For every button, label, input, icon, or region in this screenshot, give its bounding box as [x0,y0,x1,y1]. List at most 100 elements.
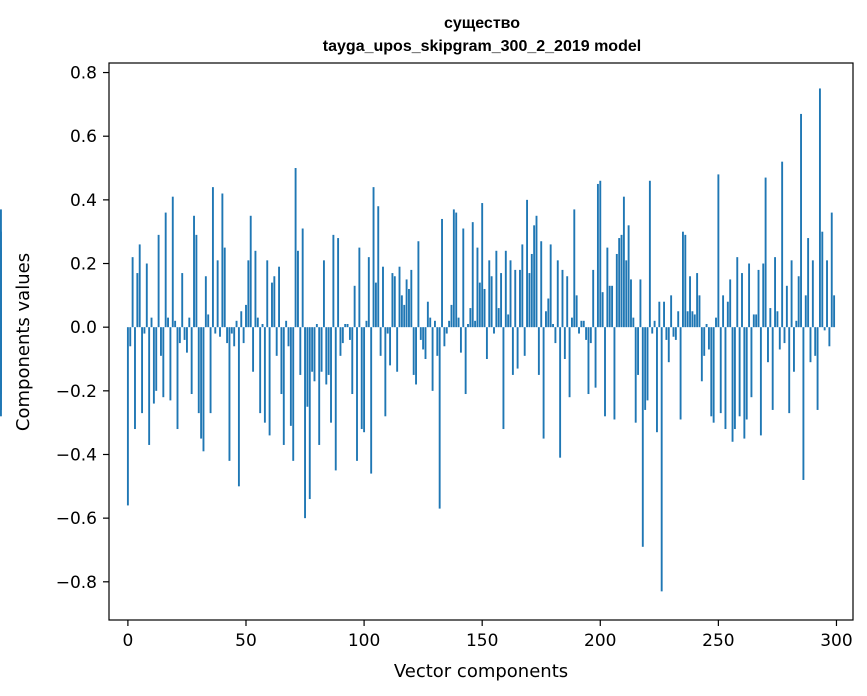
bar-280 [788,327,791,414]
bar-73 [299,327,302,375]
bar-136 [448,320,451,328]
bar-80 [315,323,318,328]
bar-9 [148,327,151,445]
bar-77 [308,327,311,500]
bar-83 [322,260,325,328]
bar-50 [245,304,247,328]
bar-139 [455,212,458,328]
bar-217 [639,279,642,328]
bar-172 [533,225,536,328]
bar-166 [519,269,521,328]
bar-151 [483,288,486,328]
bar-202 [604,327,606,417]
bar-2 [131,257,134,328]
bar-211 [625,260,628,328]
bar-153 [488,260,491,328]
bar-6 [141,327,144,414]
y-tick-label: −0.2 [56,382,97,402]
bar-189 [573,209,576,328]
bar-148 [476,247,479,328]
bar-232 [674,327,677,340]
bar-36 [211,187,214,328]
bar-125 [422,327,425,350]
bar-119 [408,288,410,328]
bar-142 [462,228,465,328]
bar-67 [285,320,288,328]
bar-221 [648,180,651,328]
bar-30 [197,327,200,414]
y-tick-label: 0.8 [70,64,97,84]
bar-247 [710,327,713,417]
bar-114 [396,327,399,372]
bar-252 [722,295,725,328]
bar-225 [658,301,661,328]
bar-102 [367,257,370,328]
bar-179 [549,244,552,328]
bar-100 [363,327,366,433]
bar-257 [733,327,736,430]
bar-120 [410,269,413,328]
bar-66 [282,327,285,445]
bar-170 [528,273,531,328]
bar-277 [781,161,784,328]
bar-269 [762,263,765,328]
bar-42 [226,327,229,344]
x-tick-label: 150 [466,631,498,651]
bar-223 [653,320,656,328]
bar-124 [419,327,422,340]
bar-144 [467,323,469,328]
bar-53 [252,327,255,372]
bar-117 [403,304,406,328]
bar-35 [209,327,212,414]
bar-101 [365,320,368,328]
bar-11 [152,327,155,404]
bar-200 [599,180,602,328]
bar-59 [266,260,269,328]
bar-24 [183,327,186,340]
bar-22 [178,327,181,344]
bar-41 [223,247,226,328]
bar-243 [700,327,703,382]
x-tick-label: 0 [122,631,133,651]
bar-228 [665,327,668,340]
bar-23 [181,273,184,328]
bar-270 [764,177,767,328]
bar-156 [495,250,498,328]
bar-108 [382,266,384,328]
bar-146 [471,222,474,328]
bar-169 [526,199,528,328]
bar-219 [644,327,647,410]
bar-127 [426,301,429,328]
bar-244 [703,327,706,356]
y-tick-label: 0.2 [70,255,97,275]
bar-143 [464,327,467,395]
bar-130 [434,320,436,328]
bar-187 [568,327,571,398]
bar-90 [339,327,342,356]
bar-undefined [0,209,2,328]
bar-13 [157,234,160,328]
bar-37 [214,327,217,334]
bar-48 [240,311,243,328]
bar-231 [672,327,675,337]
bar-234 [679,327,682,420]
bar-240 [693,314,696,328]
bar-99 [360,327,363,430]
bar-128 [429,317,432,328]
bar-258 [736,257,739,328]
bar-286 [802,327,805,480]
bar-1 [129,327,132,347]
bar-229 [667,327,670,363]
bar-262 [745,327,748,420]
bar-191 [578,327,580,334]
bar-52 [249,215,252,328]
bar-137 [450,304,453,328]
bar-196 [589,327,592,344]
bar-248 [712,327,715,423]
bar-31 [200,327,203,439]
bar-64 [278,266,280,328]
x-axis-ticks: 0 50 100 150 200 250 300 [122,620,853,651]
bar-160 [504,250,507,328]
bar-46 [235,320,238,328]
bar-103 [370,327,373,474]
